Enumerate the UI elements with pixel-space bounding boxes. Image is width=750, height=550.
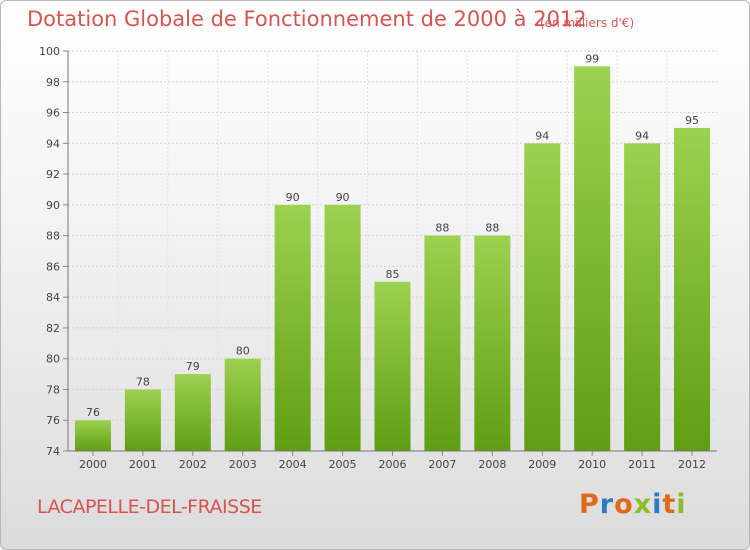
y-tick-label: 82 bbox=[46, 322, 60, 335]
data-label-2000: 76 bbox=[86, 406, 100, 419]
bar-2002 bbox=[174, 374, 211, 451]
bar-2005 bbox=[324, 204, 361, 451]
y-tick-label: 96 bbox=[46, 107, 60, 120]
bar-2003 bbox=[224, 358, 261, 451]
data-label-2008: 88 bbox=[485, 222, 499, 235]
bar-2004 bbox=[274, 204, 311, 451]
x-tick-label: 2011 bbox=[628, 458, 656, 471]
x-tick-label: 2003 bbox=[229, 458, 257, 471]
x-tick-label: 2008 bbox=[478, 458, 506, 471]
x-tick-label: 2010 bbox=[578, 458, 606, 471]
y-tick-label: 100 bbox=[39, 45, 60, 58]
logo-letter: i bbox=[652, 489, 663, 520]
data-label-2010: 99 bbox=[585, 52, 599, 65]
y-tick-label: 86 bbox=[46, 260, 60, 273]
bars: 76 78 79 80 90 90 85 88 88 94 99 94 95 bbox=[74, 52, 711, 452]
data-label-2004: 90 bbox=[286, 191, 300, 204]
bar-2007 bbox=[424, 235, 461, 451]
proxiti-logo: Proxiti bbox=[579, 489, 687, 520]
data-label-2007: 88 bbox=[435, 222, 449, 235]
bar-2011 bbox=[624, 143, 661, 452]
bar-2000 bbox=[74, 420, 111, 451]
chart-title: Dotation Globale de Fonctionnement de 20… bbox=[27, 7, 587, 31]
y-tick-label: 98 bbox=[46, 76, 60, 89]
y-tick-label: 88 bbox=[46, 230, 60, 243]
logo-letter: r bbox=[599, 489, 615, 520]
data-label-2005: 90 bbox=[336, 191, 350, 204]
x-tick-label: 2001 bbox=[129, 458, 157, 471]
bar-2010 bbox=[574, 66, 611, 451]
y-tick-label: 94 bbox=[46, 137, 60, 150]
data-label-2001: 78 bbox=[136, 375, 150, 388]
bar-2012 bbox=[674, 127, 711, 451]
data-label-2003: 80 bbox=[236, 345, 250, 358]
data-label-2002: 79 bbox=[186, 360, 200, 373]
y-tick-label: 92 bbox=[46, 168, 60, 181]
x-tick-label: 2012 bbox=[678, 458, 706, 471]
y-tick-label: 78 bbox=[46, 383, 60, 396]
data-label-2006: 85 bbox=[386, 268, 400, 281]
logo-letter: t bbox=[662, 489, 677, 520]
bar-2006 bbox=[374, 281, 411, 451]
y-tick-label: 90 bbox=[46, 199, 60, 212]
logo-letter: P bbox=[579, 489, 600, 520]
bar-2009 bbox=[524, 143, 561, 452]
x-tick-label: 2007 bbox=[428, 458, 456, 471]
y-tick-label: 80 bbox=[46, 353, 60, 366]
data-label-2011: 94 bbox=[635, 129, 649, 142]
y-tick-label: 74 bbox=[46, 445, 60, 458]
bar-2008 bbox=[474, 235, 511, 451]
logo-letter: i bbox=[676, 489, 687, 520]
chart-unit-subtitle: (en milliers d'€) bbox=[540, 16, 635, 30]
y-tick-label: 84 bbox=[46, 291, 60, 304]
x-tick-label: 2000 bbox=[79, 458, 107, 471]
x-tick-label: 2005 bbox=[329, 458, 357, 471]
logo-letter: x bbox=[633, 489, 653, 520]
x-tick-label: 2002 bbox=[179, 458, 207, 471]
commune-name: LACAPELLE-DEL-FRAISSE bbox=[37, 496, 262, 518]
y-tick-label: 76 bbox=[46, 414, 60, 427]
x-tick-label: 2009 bbox=[528, 458, 556, 471]
data-label-2012: 95 bbox=[685, 114, 699, 127]
x-tick-label: 2004 bbox=[279, 458, 307, 471]
x-tick-label: 2006 bbox=[379, 458, 407, 471]
data-label-2009: 94 bbox=[535, 129, 549, 142]
bar-2001 bbox=[124, 389, 161, 451]
axes: 74 76 78 80 82 84 86 88 90 92 94 96 98 100 2000 2001 200… bbox=[39, 45, 717, 471]
logo-letter: o bbox=[614, 489, 634, 520]
